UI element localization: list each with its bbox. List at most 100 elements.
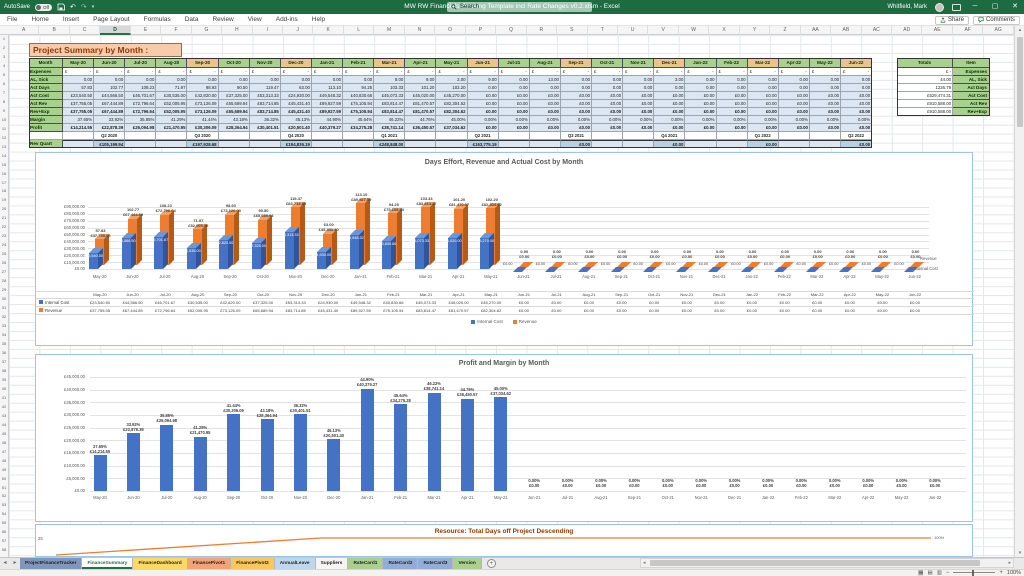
cell-quarters-Jul-21[interactable] [499,132,530,140]
cell-al_sick-Mar-22[interactable]: 0.00 [748,76,779,84]
cell-act_cost-Jan-21[interactable]: £49,548.32 [312,92,343,100]
cell-rev_quart-Feb-21[interactable] [343,140,374,148]
table-header-Feb-22[interactable]: Feb-22 [717,58,748,68]
cell-act_days-Nov-21[interactable]: 0.00 [623,84,654,92]
cell-profit-Aug-20[interactable]: £21,470.95 [156,124,187,132]
totals-value-Act-Cost[interactable]: £529,474.31 [897,92,953,100]
cell-al_sick-Dec-21[interactable]: 3.00 [654,76,685,84]
cell-profit-Jul-20[interactable]: £26,094.98 [125,124,156,132]
row-header-26[interactable]: 26 [0,260,8,265]
cell-rev_quart-Sep-20[interactable]: £197,928.68 [187,140,218,148]
cell-margin-Jun-22[interactable]: 0.00% [841,116,872,124]
cell-rev_exp-Jan-22[interactable]: £0.00 [685,108,716,116]
vscroll-down-icon[interactable]: ▾ [1015,550,1024,556]
column-header-J[interactable]: J [283,26,313,35]
column-header-F[interactable]: F [161,26,191,35]
cell-margin-Jun-20[interactable]: 33.92% [94,116,125,124]
totals-value-Act-Days[interactable]: 1226.79 [897,84,953,92]
sheet-tab-projectfinancetracker[interactable]: ProjectFinanceTracker [20,558,82,569]
cell-quarters-Dec-20[interactable]: Q4 2020 [281,132,312,140]
cell-act_days-Jun-21[interactable]: 0.00 [468,84,499,92]
cell-expenses-Apr-21[interactable]: £- [405,68,436,76]
cell-act_days-Sep-21[interactable]: 0.00 [561,84,592,92]
cell-rev_exp-Jun-22[interactable]: £0.00 [841,108,872,116]
cell-al_sick-Mar-21[interactable]: 8.00 [374,76,405,84]
totals-value-AL--Sick[interactable]: 44.00 [897,76,953,84]
qat-dropdown-icon[interactable]: ▾ [92,4,95,10]
cell-rev_quart-Jul-20[interactable] [125,140,156,148]
column-header-C[interactable]: C [70,26,100,35]
cell-act_cost-Jul-21[interactable]: £0.00 [499,92,530,100]
row-header-24[interactable]: 24 [0,242,8,247]
row-header-45[interactable]: 45 [0,431,8,436]
row-header-20[interactable]: 20 [0,206,8,211]
table-header-month[interactable]: Month [29,58,63,68]
cell-margin-May-22[interactable]: 0.00% [810,116,841,124]
column-header-AA[interactable]: AA [801,26,831,35]
table-header-Oct-21[interactable]: Oct-21 [592,58,623,68]
row-header-5[interactable]: 5 [0,72,8,77]
cell-expenses-Jun-21[interactable]: £- [468,68,499,76]
cell-act_cost-Oct-20[interactable]: £37,325.00 [219,92,250,100]
zoom-slider-thumb[interactable] [972,570,974,576]
cell-rev_exp-Apr-22[interactable]: £0.00 [779,108,810,116]
cell-margin-Aug-20[interactable]: 41.29% [156,116,187,124]
cell-expenses-May-22[interactable]: £- [810,68,841,76]
cell-rev_quart-Jan-21[interactable] [312,140,343,148]
cell-rev_exp-Sep-21[interactable]: £0.00 [561,108,592,116]
cell-act_rev-May-22[interactable]: £0.00 [810,100,841,108]
sheet-tab-annualleave[interactable]: AnnualLeave [275,558,316,569]
column-header-Z[interactable]: Z [770,26,800,35]
row-header-1[interactable]: 1 [0,36,8,41]
cell-profit-May-22[interactable]: £0.00 [810,124,841,132]
row-header-14[interactable]: 14 [0,153,8,158]
cell-expenses-Oct-21[interactable]: £- [592,68,623,76]
table-header-Apr-22[interactable]: Apr-22 [779,58,810,68]
column-header-L[interactable]: L [344,26,374,35]
row-header-12[interactable]: 12 [0,135,8,140]
table-header-Nov-20[interactable]: Nov-20 [250,58,281,68]
row-header-18[interactable]: 18 [0,188,8,193]
cell-act_rev-Nov-21[interactable]: £0.00 [623,100,654,108]
cell-rev_quart-Oct-20[interactable] [219,140,250,148]
cell-rev_exp-Jun-20[interactable]: £67,444.89 [94,108,125,116]
row-header-28[interactable]: 28 [0,278,8,283]
column-header-V[interactable]: V [648,26,678,35]
cell-profit-Aug-21[interactable]: £0.00 [530,124,561,132]
cell-expenses-Jan-21[interactable]: £- [312,68,343,76]
cell-rev_exp-Oct-21[interactable]: £0.00 [592,108,623,116]
table-header-Aug-20[interactable]: Aug-20 [156,58,187,68]
row-header-4[interactable]: 4 [0,63,8,68]
cell-al_sick-May-20[interactable]: 0.00 [63,76,94,84]
cell-expenses-Jan-22[interactable]: £- [685,68,716,76]
totals-value-Act-Rev[interactable]: £910,588.00 [897,100,953,108]
cell-act_days-Dec-20[interactable]: 63.00 [281,84,312,92]
cell-quarters-Mar-22[interactable]: Q1 2022 [748,132,779,140]
menu-insert[interactable]: Insert [56,14,86,26]
cell-rev_exp-Feb-22[interactable]: £0.00 [717,108,748,116]
cell-profit-Mar-21[interactable]: £38,741.14 [374,124,405,132]
table-header-Aug-21[interactable]: Aug-21 [530,58,561,68]
row-header-29[interactable]: 29 [0,287,8,292]
tab-scroll-right-icon[interactable]: ▸ [10,558,20,569]
cell-margin-Jul-20[interactable]: 35.85% [125,116,156,124]
cell-margin-Oct-20[interactable]: 43.18% [219,116,250,124]
cell-profit-Jul-21[interactable]: £0.00 [499,124,530,132]
cell-margin-Dec-20[interactable]: 45.13% [281,116,312,124]
cell-expenses-Aug-21[interactable]: £- [530,68,561,76]
cell-al_sick-May-21[interactable]: 2.00 [436,76,467,84]
cell-rev_exp-Jun-21[interactable]: £0.00 [468,108,499,116]
table-row-label-expenses[interactable]: Expenses [29,68,63,76]
cell-al_sick-Apr-22[interactable]: 0.00 [779,76,810,84]
table-header-May-21[interactable]: May-21 [436,58,467,68]
table-row-label-al_sick[interactable]: AL, Sick [29,76,63,84]
table-row-label-act_rev[interactable]: Act Rev [29,100,63,108]
table-header-Sep-20[interactable]: Sep-20 [187,58,218,68]
cell-rev_exp-Dec-21[interactable]: £0.00 [654,108,685,116]
row-header-16[interactable]: 16 [0,171,8,176]
cell-quarters-Jan-22[interactable] [685,132,716,140]
table-row-label-rev_quart[interactable]: Rev Quart [29,140,63,148]
row-header-33[interactable]: 33 [0,323,8,328]
cell-quarters-Feb-21[interactable] [343,132,374,140]
cell-act_rev-Jan-22[interactable]: £0.00 [685,100,716,108]
